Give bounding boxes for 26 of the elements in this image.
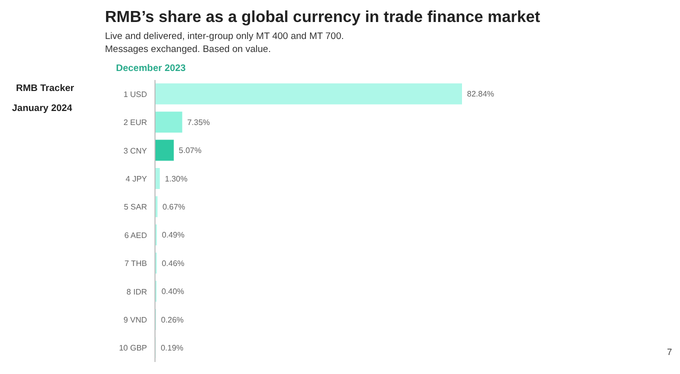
text: 7 — [667, 347, 672, 357]
y-tick-label: 8 IDR — [126, 287, 148, 296]
text: RMB Tracker — [16, 83, 74, 94]
text: January 2024 — [12, 103, 72, 114]
data-label: 1.30% — [164, 174, 188, 184]
data-label: 0.19% — [160, 344, 184, 353]
y-tick-label: 4 JPY — [126, 174, 148, 184]
y-tick-label: 2 EUR — [123, 118, 148, 128]
data-label: 5.07% — [178, 146, 202, 156]
y-tick-label: 9 VND — [123, 316, 148, 325]
data-label: 0.46% — [162, 258, 184, 268]
data-label: 0.26% — [160, 315, 184, 324]
chart-subtitle: Live and delivered, inter-group only MT 400 and MT 700. Messages exchanged. Based on value. — [105, 30, 344, 56]
y-tick-label: 6 AED — [124, 230, 148, 240]
data-label: 0.67% — [162, 202, 186, 212]
data-label: 7.35% — [187, 118, 210, 127]
data-label: 0.49% — [162, 230, 185, 240]
y-tick-label: 5 SAR — [124, 202, 148, 212]
y-tick-label: 7 THB — [124, 259, 147, 268]
legend-title: December 2023 — [116, 63, 186, 74]
y-tick-label: 10 GBP — [118, 344, 147, 353]
y-tick-label: 3 CNY — [123, 146, 148, 156]
data-label: 82.84% — [467, 90, 494, 99]
data-label: 0.40% — [161, 287, 184, 296]
chart-title: RMB’s share as a global currency in trade finance market — [105, 9, 540, 27]
y-tick-label: 1 USD — [123, 90, 148, 99]
